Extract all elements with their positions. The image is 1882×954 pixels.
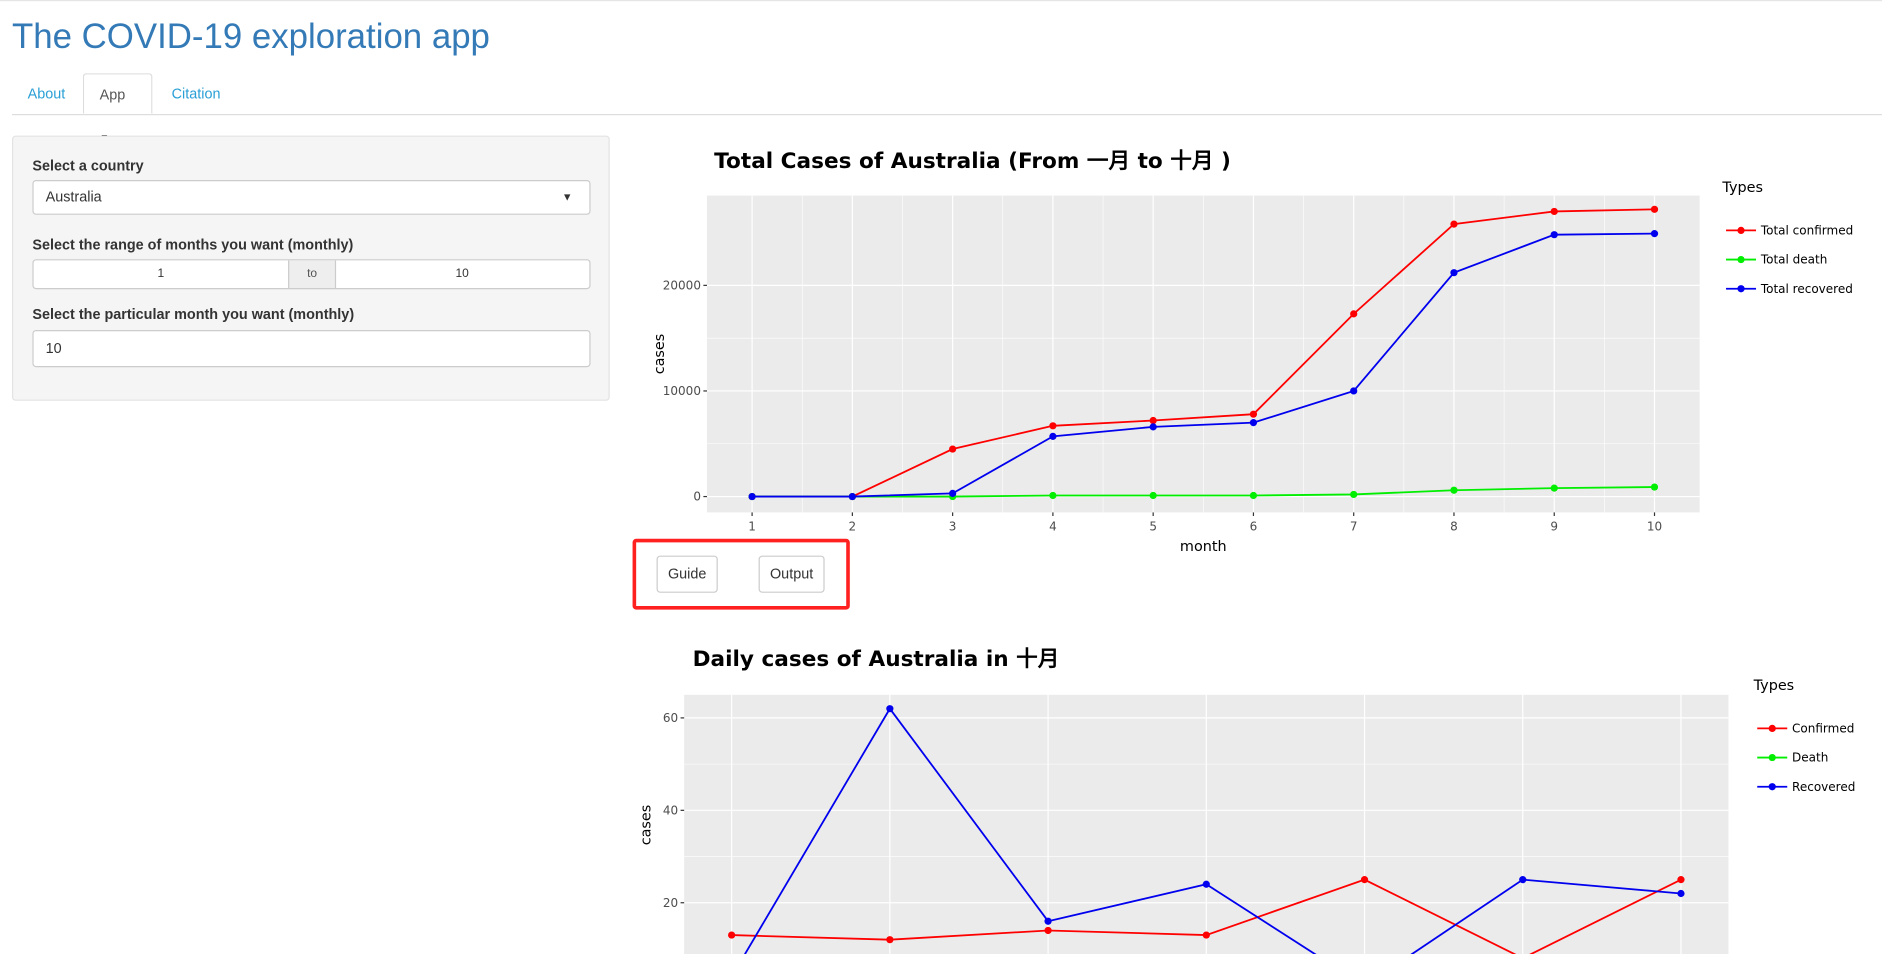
point [1677, 889, 1685, 898]
point [1519, 876, 1527, 884]
point [886, 705, 894, 713]
y-tick-label: 60 [663, 711, 678, 725]
point [1650, 483, 1659, 491]
range-to[interactable]: 10 [455, 267, 469, 281]
range-input: 1 to 10 [32, 259, 591, 290]
output-button[interactable]: Output [758, 555, 825, 593]
point [1202, 931, 1210, 939]
point [1650, 205, 1659, 213]
x-tick-label: 2 [849, 519, 857, 533]
series-line [752, 486, 1655, 498]
point [886, 936, 894, 944]
legend-key-point [1737, 285, 1745, 293]
point [1249, 491, 1258, 500]
x-tick-label: 5 [1149, 519, 1157, 533]
point [1049, 422, 1057, 430]
legend-title: Types [1753, 678, 1795, 694]
legend-label: Total recovered [1760, 282, 1853, 296]
chart-title: Daily cases of Australia in 十月 [693, 647, 1060, 672]
field-label: Select the particular month you want (mo… [32, 306, 355, 323]
x-tick-label: 3 [949, 519, 957, 533]
point [1149, 491, 1157, 500]
month-input[interactable]: 10 [32, 330, 591, 368]
legend-label: Total death [1760, 253, 1828, 267]
x-tick-label: 6 [1250, 519, 1258, 533]
legend-label: Confirmed [1792, 722, 1854, 736]
y-tick-label: 40 [663, 804, 678, 818]
x-tick-label: 7 [1350, 519, 1358, 533]
y-tick-label: 10000 [663, 384, 701, 398]
legend-label: Recovered [1792, 780, 1855, 794]
legend-label: Death [1792, 751, 1828, 765]
nav-tab[interactable]: App ▼ [82, 73, 153, 143]
point [1249, 410, 1258, 418]
point [1249, 419, 1258, 427]
field-label: Select the range of months you want (mon… [32, 236, 354, 254]
legend-label: Total confirmed [1760, 224, 1853, 238]
guide-button[interactable]: Guide [656, 555, 718, 593]
legend-key-point [1768, 753, 1776, 762]
x-tick-label: 9 [1550, 519, 1558, 533]
highlight-box [632, 538, 850, 610]
country-select[interactable]: Australia ▼ [32, 180, 591, 215]
point [1550, 484, 1558, 492]
field-label: Select a country [32, 157, 144, 174]
nav-tab-label: App [99, 86, 126, 104]
point [1049, 491, 1057, 500]
x-tick-label: 8 [1450, 519, 1458, 533]
series-line [752, 232, 1655, 498]
y-axis-label: cases [639, 805, 655, 846]
point [1149, 416, 1157, 425]
point [848, 492, 856, 501]
chart-title: Total Cases of Australia (From 一月 to 十月 … [714, 149, 1231, 174]
select-value: Australia [45, 188, 102, 206]
point [1202, 880, 1210, 888]
point [1044, 917, 1052, 925]
x-tick-label: 1 [748, 519, 756, 533]
point [1360, 876, 1369, 884]
point [1350, 490, 1358, 499]
point [1350, 310, 1358, 318]
point [1550, 207, 1558, 216]
legend-key-point [1768, 783, 1776, 791]
legend-key-point [1737, 226, 1745, 235]
point [748, 492, 756, 501]
caret: ▼ [561, 190, 573, 203]
point [1350, 387, 1358, 395]
point [949, 445, 957, 453]
point [1450, 269, 1458, 277]
nav-tab[interactable]: Citation [171, 85, 221, 103]
point [1049, 432, 1057, 440]
y-tick-label: 20 [663, 896, 678, 910]
point [1677, 876, 1685, 884]
x-tick-label: 10 [1647, 519, 1662, 533]
nav-tab[interactable]: About [27, 85, 66, 103]
range-sep: to [288, 260, 337, 288]
point [1550, 231, 1558, 239]
point [1650, 230, 1659, 238]
point [1450, 220, 1458, 228]
legend-title: Types [1721, 180, 1763, 196]
legend-key-point [1737, 255, 1745, 264]
point [728, 931, 736, 939]
point [949, 489, 957, 497]
app-title: The COVID-19 exploration app [12, 18, 490, 57]
y-tick-label: 0 [693, 490, 701, 504]
range-from[interactable]: 1 [157, 267, 165, 281]
nav-divider [12, 114, 1882, 116]
y-axis-label: cases [652, 334, 668, 375]
point [1044, 926, 1052, 935]
legend-key-point [1768, 724, 1776, 732]
series-line [752, 208, 1655, 498]
x-axis-label: month [1180, 539, 1227, 555]
y-tick-label: 20000 [663, 279, 701, 293]
sidebar-panel: Select a country Australia ▼ Select the r… [12, 135, 610, 401]
x-tick-label: 4 [1049, 519, 1057, 533]
point [1450, 486, 1458, 494]
point [1149, 423, 1157, 431]
